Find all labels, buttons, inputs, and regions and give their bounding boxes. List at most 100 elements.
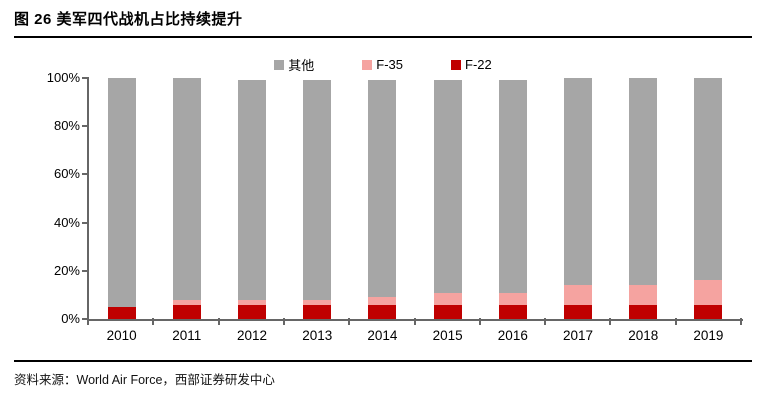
x-tick-label: 2012 <box>236 328 268 343</box>
bar-segment-F-35 <box>172 299 201 305</box>
stacked-bar-2014 <box>368 78 397 319</box>
bar-segment-其他 <box>107 78 136 307</box>
bar-segment-F-22 <box>303 304 332 319</box>
stacked-bar-2016 <box>498 78 527 319</box>
y-tick-label: 80% <box>53 118 80 134</box>
bar-segment-F-35 <box>498 292 527 305</box>
bar-segment-F-22 <box>433 304 462 319</box>
bar-slot <box>154 78 219 319</box>
bar-slot <box>350 78 415 319</box>
y-tick-label: 20% <box>53 262 80 278</box>
bar-segment-F-22 <box>629 304 658 319</box>
source-note: 资料来源：World Air Force，西部证券研发中心 <box>14 373 275 387</box>
bar-segment-其他 <box>564 78 593 286</box>
bars-container <box>89 78 741 319</box>
x-tick-mark <box>478 318 481 325</box>
y-axis-ticks <box>82 77 88 320</box>
x-axis-ticks <box>87 318 742 326</box>
bar-segment-F-22 <box>172 304 201 319</box>
legend-swatch-icon <box>451 59 461 70</box>
x-tick-label: 2010 <box>106 328 137 343</box>
bar-segment-F-35 <box>694 280 723 305</box>
bar-slot <box>219 78 284 319</box>
bar-slot <box>545 78 610 319</box>
legend-label: F-22 <box>465 57 492 72</box>
x-tick-label: 2016 <box>497 328 528 343</box>
bar-segment-其他 <box>629 78 658 286</box>
bar-segment-其他 <box>238 80 266 300</box>
legend-label: 其他 <box>288 58 315 73</box>
bar-segment-F-22 <box>564 304 593 319</box>
stacked-bar-2010 <box>107 78 136 319</box>
footer-divider <box>14 360 752 362</box>
legend-item-其他: 其他 <box>274 55 314 74</box>
x-tick-label: 2014 <box>367 328 398 343</box>
y-axis-labels: 0% 20% 40% 60% 80% 100% <box>0 70 80 326</box>
bar-slot <box>415 78 480 319</box>
x-tick-mark <box>282 318 285 325</box>
bar-segment-F-22 <box>368 304 397 319</box>
stacked-bar-2017 <box>564 78 593 319</box>
x-tick-label: 2018 <box>628 328 659 343</box>
x-tick-mark <box>217 318 220 325</box>
y-tick-mark <box>82 125 88 128</box>
y-tick-label: 60% <box>53 166 80 182</box>
stacked-bar-2018 <box>629 78 658 319</box>
legend-swatch-icon <box>274 59 285 70</box>
legend-label: F-35 <box>376 57 403 72</box>
stacked-bar-2015 <box>433 78 462 319</box>
bar-segment-F-35 <box>368 297 397 305</box>
bar-segment-F-35 <box>629 285 658 305</box>
y-axis-line <box>87 77 89 321</box>
bar-segment-F-22 <box>694 304 723 319</box>
bar-slot <box>89 78 154 319</box>
y-tick-label: 100% <box>46 70 80 85</box>
bar-segment-F-35 <box>433 292 462 305</box>
x-tick-mark <box>152 318 155 325</box>
bar-slot <box>285 78 350 319</box>
x-tick-label: 2015 <box>432 328 463 343</box>
legend-item-F-35: F-35 <box>362 57 403 72</box>
stacked-bar-2019 <box>694 78 723 319</box>
legend-item-F-22: F-22 <box>451 57 492 72</box>
y-tick-mark <box>82 77 88 79</box>
bar-segment-F-35 <box>238 299 266 305</box>
stacked-bar-2013 <box>303 78 332 319</box>
y-tick-mark <box>82 269 88 272</box>
stacked-bar-2012 <box>238 78 266 319</box>
bar-segment-F-35 <box>564 285 593 305</box>
bar-segment-F-22 <box>498 304 527 319</box>
legend-swatch-icon <box>362 59 373 70</box>
bar-segment-其他 <box>172 78 201 300</box>
x-tick-mark <box>348 318 351 325</box>
y-tick-label: 0% <box>61 311 80 326</box>
bar-segment-其他 <box>368 80 397 298</box>
x-tick-label: 2017 <box>563 328 594 343</box>
y-tick-mark <box>82 221 88 224</box>
bar-segment-F-22 <box>238 304 266 319</box>
x-axis-labels: 2010 2011 2012 2013 2014 2015 2016 2017 2018 2019 <box>89 328 741 343</box>
bar-segment-其他 <box>433 80 462 293</box>
stacked-bar-2011 <box>172 78 201 319</box>
bar-slot <box>611 78 676 319</box>
title-divider <box>14 36 752 38</box>
x-tick-mark <box>413 318 416 325</box>
x-tick-mark <box>674 318 677 325</box>
x-tick-mark <box>609 318 612 325</box>
bar-segment-其他 <box>694 78 723 281</box>
y-tick-label: 40% <box>53 214 80 230</box>
bar-slot <box>676 78 741 319</box>
chart-legend: 其他 F-35 F-22 <box>0 55 766 74</box>
figure-title: 图 26 美军四代战机占比持续提升 <box>14 11 243 28</box>
x-tick-mark <box>87 318 89 325</box>
bar-slot <box>480 78 545 319</box>
x-tick-label: 2011 <box>172 328 202 343</box>
x-tick-label: 2013 <box>302 328 333 343</box>
y-tick-mark <box>82 173 88 176</box>
x-tick-label: 2019 <box>693 328 724 343</box>
bar-segment-F-35 <box>303 299 332 305</box>
y-tick-mark <box>82 318 88 320</box>
bar-segment-其他 <box>303 80 332 300</box>
bar-segment-其他 <box>498 80 527 293</box>
x-tick-mark <box>740 318 742 325</box>
